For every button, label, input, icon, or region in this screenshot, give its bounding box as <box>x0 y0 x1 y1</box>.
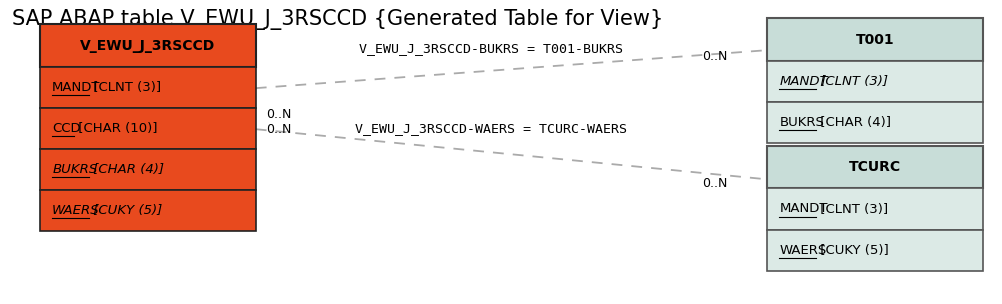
Text: T001: T001 <box>855 33 894 47</box>
Bar <box>40 67 256 108</box>
Text: [CUKY (5)]: [CUKY (5)] <box>88 204 162 217</box>
Text: V_EWU_J_3RSCCD-WAERS = TCURC-WAERS: V_EWU_J_3RSCCD-WAERS = TCURC-WAERS <box>355 122 627 135</box>
Text: WAERS: WAERS <box>52 204 99 217</box>
Text: [CUKY (5)]: [CUKY (5)] <box>816 244 888 257</box>
Bar <box>40 24 256 67</box>
Text: [CHAR (4)]: [CHAR (4)] <box>88 163 163 176</box>
Text: 0..N: 0..N <box>701 50 726 63</box>
Text: V_EWU_J_3RSCCD-BUKRS = T001-BUKRS: V_EWU_J_3RSCCD-BUKRS = T001-BUKRS <box>359 42 623 55</box>
Text: [CHAR (4)]: [CHAR (4)] <box>816 116 890 129</box>
Text: 0..N: 0..N <box>266 108 291 120</box>
Text: WAERS: WAERS <box>779 244 826 257</box>
Text: [CLNT (3)]: [CLNT (3)] <box>88 81 160 94</box>
Bar <box>40 149 256 190</box>
Text: MANDT: MANDT <box>779 202 827 216</box>
Text: MANDT: MANDT <box>52 81 100 94</box>
Bar <box>767 146 982 188</box>
Text: [CLNT (3)]: [CLNT (3)] <box>816 75 887 88</box>
Bar <box>767 188 982 230</box>
Text: [CLNT (3)]: [CLNT (3)] <box>816 202 887 216</box>
Bar <box>767 18 982 61</box>
Text: V_EWU_J_3RSCCD: V_EWU_J_3RSCCD <box>80 39 215 53</box>
Text: SAP ABAP table V_EWU_J_3RSCCD {Generated Table for View}: SAP ABAP table V_EWU_J_3RSCCD {Generated… <box>12 9 662 30</box>
Bar <box>767 102 982 143</box>
Text: MANDT: MANDT <box>779 75 828 88</box>
Text: TCURC: TCURC <box>849 160 900 174</box>
Bar <box>767 61 982 102</box>
Bar <box>767 230 982 271</box>
Text: [CHAR (10)]: [CHAR (10)] <box>74 122 157 135</box>
Text: 0..N: 0..N <box>701 178 726 190</box>
Text: CCD: CCD <box>52 122 81 135</box>
Bar <box>40 190 256 231</box>
Text: BUKRS: BUKRS <box>779 116 824 129</box>
Text: BUKRS: BUKRS <box>52 163 97 176</box>
Text: 0..N: 0..N <box>266 123 291 136</box>
Bar <box>40 108 256 149</box>
